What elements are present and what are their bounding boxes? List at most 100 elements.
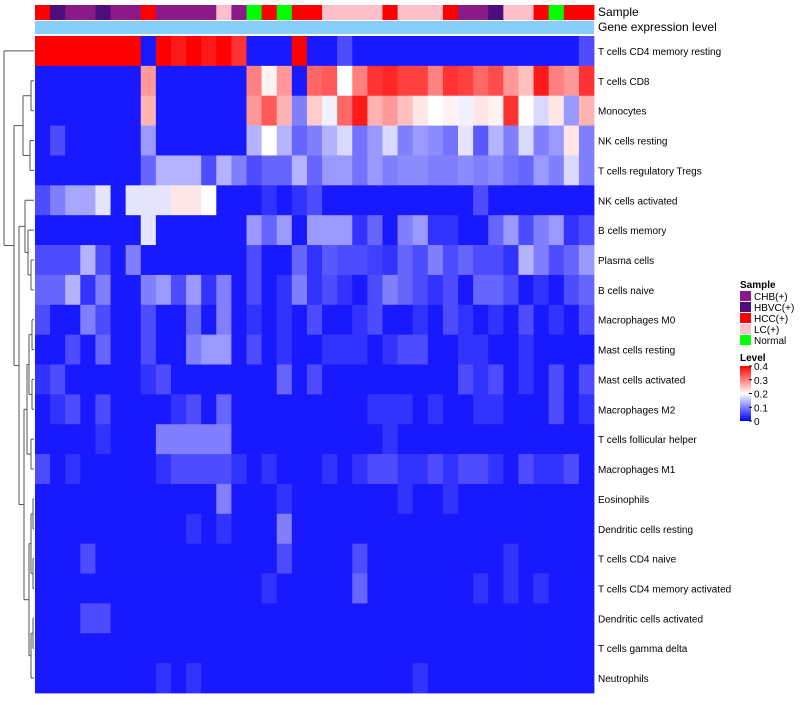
heatmap-cell [155, 36, 172, 67]
heatmap-cell [95, 364, 111, 395]
heatmap-cell [65, 424, 81, 455]
heatmap-cell [382, 454, 398, 485]
heatmap-cell [65, 36, 81, 67]
heatmap-cell [578, 334, 595, 365]
heatmap-cell [397, 245, 414, 276]
heatmap-cell [367, 454, 383, 485]
heatmap-cell [291, 245, 308, 276]
heatmap-cell [382, 334, 398, 365]
heatmap-cell [306, 155, 323, 186]
heatmap-cell [35, 633, 51, 664]
heatmap-cell [367, 364, 383, 395]
heatmap-cell [216, 603, 232, 634]
heatmap-cell [352, 633, 368, 664]
heatmap-cell [50, 424, 66, 455]
heatmap-cell [291, 334, 308, 365]
row-label: Monocytes [598, 107, 646, 118]
heatmap-cell [352, 274, 368, 306]
heatmap-cell [291, 633, 308, 664]
heatmap-cell [261, 513, 278, 545]
heatmap-cell [50, 663, 66, 694]
heatmap-cell [578, 633, 595, 664]
heatmap-cell [186, 125, 202, 156]
heatmap-cell [578, 185, 595, 216]
heatmap-cell [246, 513, 263, 545]
heatmap-cell [261, 65, 278, 97]
heatmap-cell [155, 543, 172, 574]
heatmap-cell [548, 334, 565, 365]
heatmap-cell [548, 304, 565, 336]
heatmap-cell [140, 125, 157, 156]
heatmap-cell [337, 573, 353, 604]
heatmap-cell [125, 36, 142, 67]
heatmap-cell [261, 215, 278, 246]
heatmap-cell [291, 454, 308, 485]
heatmap-cell [352, 364, 368, 395]
heatmap-cell [548, 95, 565, 126]
sample-annotation-cell [352, 5, 368, 20]
heatmap-cell [186, 513, 202, 545]
heatmap-cell [246, 454, 263, 485]
heatmap-cell [427, 185, 444, 216]
heatmap-cell [140, 543, 157, 574]
heatmap-cell [503, 36, 519, 67]
heatmap-cell [503, 215, 519, 246]
heatmap-cell [306, 36, 323, 67]
heatmap-cell [473, 663, 489, 694]
heatmap-cell [80, 513, 96, 545]
heatmap-cell [367, 513, 383, 545]
heatmap-cell [578, 424, 595, 455]
heatmap-cell [473, 185, 489, 216]
heatmap-cell [458, 424, 474, 455]
heatmap-cell [458, 215, 474, 246]
heatmap-cell [125, 215, 142, 246]
heatmap-cell [276, 483, 293, 515]
heatmap-cell [578, 155, 595, 186]
heatmap-cell [261, 95, 278, 126]
heatmap-cell [337, 633, 353, 664]
legend-swatch [740, 324, 751, 334]
heatmap-cell [548, 185, 565, 216]
heatmap-cell [95, 245, 111, 276]
heatmap-cell [548, 65, 565, 97]
heatmap-cell [35, 543, 51, 574]
heatmap-cell [125, 95, 142, 126]
heatmap-cell [65, 663, 81, 694]
heatmap-cell [322, 663, 338, 694]
heatmap-cell [488, 543, 504, 574]
heatmap-cell [65, 155, 81, 186]
heatmap-cell [80, 364, 96, 395]
heatmap-cell [533, 125, 550, 156]
heatmap-cell [170, 334, 187, 365]
heatmap-cell [412, 125, 429, 156]
gene-expression-level-bar [35, 21, 594, 34]
heatmap-cell [186, 155, 202, 186]
heatmap-cell [503, 185, 519, 216]
heatmap-cell [95, 65, 111, 97]
heatmap-cell [488, 65, 504, 97]
heatmap-cell [578, 454, 595, 485]
heatmap-cell [95, 274, 111, 306]
heatmap-cell [518, 603, 534, 634]
heatmap-cell [548, 274, 565, 306]
heatmap-cell [563, 215, 580, 246]
heatmap-cell [488, 125, 504, 156]
heatmap-cell [231, 304, 247, 336]
heatmap-cell [578, 394, 595, 425]
heatmap-cell [65, 603, 81, 634]
heatmap-cell [216, 65, 232, 97]
heatmap-cell [110, 663, 127, 694]
heatmap-cell [186, 334, 202, 365]
heatmap-cell [201, 633, 217, 664]
heatmap-cell [427, 513, 444, 545]
heatmap-cell [427, 483, 444, 515]
row-label: Macrophages M2 [598, 405, 676, 416]
heatmap-cell [110, 125, 127, 156]
heatmap-cell [337, 394, 353, 425]
heatmap-cell [291, 65, 308, 97]
heatmap-cell [261, 185, 278, 216]
heatmap-cell [533, 245, 550, 276]
heatmap-cell [155, 483, 172, 515]
heatmap-cell [458, 155, 474, 186]
heatmap-cell [80, 454, 96, 485]
